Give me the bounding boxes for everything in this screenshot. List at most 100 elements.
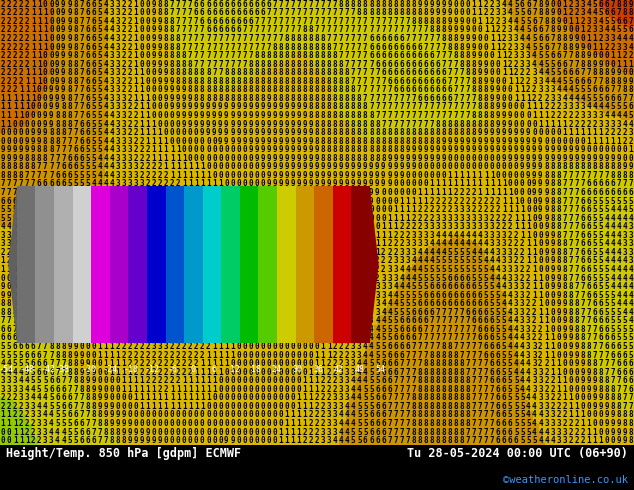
Text: 5: 5: [363, 385, 368, 394]
Text: 7: 7: [592, 77, 597, 86]
Text: 7: 7: [278, 0, 283, 9]
Text: 5: 5: [598, 256, 603, 266]
Text: 9: 9: [73, 334, 78, 343]
Text: 1: 1: [520, 205, 524, 214]
Text: 8: 8: [556, 248, 561, 257]
Text: 9: 9: [538, 145, 543, 154]
Text: 0: 0: [242, 393, 247, 402]
Text: 7: 7: [550, 34, 555, 43]
Text: 2: 2: [200, 239, 205, 248]
Text: 4: 4: [496, 265, 500, 274]
Text: 9: 9: [61, 85, 66, 95]
Text: 6: 6: [387, 43, 392, 51]
Text: 0: 0: [278, 376, 283, 385]
Text: 6: 6: [490, 334, 495, 343]
Text: 1: 1: [236, 282, 241, 291]
Text: 3: 3: [556, 94, 561, 103]
Text: 3: 3: [170, 317, 174, 325]
Text: 5: 5: [97, 77, 102, 86]
Text: 4: 4: [611, 111, 615, 120]
Text: 0: 0: [206, 436, 210, 445]
Text: 2: 2: [19, 0, 23, 9]
Text: 6: 6: [502, 376, 507, 385]
Text: 3: 3: [158, 222, 162, 231]
Text: 6: 6: [19, 334, 23, 343]
Text: 8: 8: [339, 120, 344, 128]
Text: 1: 1: [477, 0, 482, 9]
Text: 2: 2: [484, 196, 488, 206]
Text: 9: 9: [508, 137, 512, 146]
Text: 2: 2: [520, 68, 524, 77]
Text: 1: 1: [134, 393, 138, 402]
Text: 4: 4: [532, 419, 537, 428]
Text: 8: 8: [453, 359, 458, 368]
Text: 9: 9: [339, 231, 344, 240]
Text: 6: 6: [623, 376, 627, 385]
Text: 2: 2: [194, 265, 198, 274]
Text: 3: 3: [465, 205, 470, 214]
Text: 1: 1: [127, 368, 132, 377]
Text: 4: 4: [73, 214, 78, 222]
Text: 0: 0: [249, 231, 253, 240]
Text: 0: 0: [508, 179, 512, 189]
Text: 1: 1: [49, 273, 54, 283]
Text: 0: 0: [261, 402, 265, 411]
Text: 4: 4: [103, 102, 108, 111]
Text: 8: 8: [200, 77, 205, 86]
Text: 5: 5: [49, 402, 54, 411]
Text: 9: 9: [333, 188, 337, 197]
Text: 0: 0: [532, 120, 537, 128]
Bar: [259, 186, 277, 343]
Text: 7: 7: [568, 171, 573, 180]
Text: 2: 2: [556, 111, 561, 120]
Text: 3: 3: [115, 256, 120, 266]
Text: 7: 7: [448, 68, 452, 77]
Text: 8: 8: [448, 128, 452, 137]
Text: 9: 9: [290, 188, 295, 197]
Text: 3: 3: [532, 359, 537, 368]
Text: 1: 1: [236, 205, 241, 214]
Text: 8: 8: [345, 111, 349, 120]
Text: 8: 8: [224, 77, 229, 86]
Text: 3: 3: [91, 256, 96, 266]
Text: 8: 8: [43, 317, 48, 325]
Text: 2: 2: [79, 273, 84, 283]
Text: 2: 2: [206, 222, 210, 231]
Text: 8: 8: [333, 137, 337, 146]
Text: 9: 9: [345, 214, 349, 222]
Text: -48: -48: [20, 365, 35, 374]
Text: 0: 0: [19, 273, 23, 283]
Text: 0: 0: [261, 291, 265, 300]
Text: 3: 3: [333, 419, 337, 428]
Text: 6: 6: [19, 342, 23, 351]
Text: 2: 2: [490, 214, 495, 222]
Text: 7: 7: [212, 60, 217, 69]
Text: 1: 1: [484, 17, 488, 26]
Text: 0: 0: [218, 402, 223, 411]
Text: 5: 5: [363, 419, 368, 428]
Text: 8: 8: [345, 0, 349, 9]
Text: 9: 9: [152, 436, 157, 445]
Text: 8: 8: [550, 25, 555, 34]
Text: 3: 3: [13, 231, 17, 240]
Text: 0: 0: [218, 376, 223, 385]
Text: 1: 1: [134, 385, 138, 394]
Text: 8: 8: [1, 308, 5, 317]
Text: 6: 6: [91, 68, 96, 77]
Text: 8: 8: [460, 419, 464, 428]
Text: 6: 6: [31, 350, 36, 360]
Text: 4: 4: [538, 60, 543, 69]
Text: 4: 4: [604, 102, 609, 111]
Text: 0: 0: [477, 34, 482, 43]
Text: 8: 8: [424, 368, 428, 377]
Text: 6: 6: [55, 393, 60, 402]
Text: 3: 3: [333, 411, 337, 419]
Text: 0: 0: [496, 68, 500, 77]
Text: 8: 8: [55, 342, 60, 351]
Text: 3: 3: [97, 239, 102, 248]
Text: 1: 1: [236, 265, 241, 274]
Text: 9: 9: [164, 85, 169, 95]
Text: 1: 1: [230, 308, 235, 317]
Text: 4: 4: [351, 385, 356, 394]
Text: 2: 2: [369, 291, 373, 300]
